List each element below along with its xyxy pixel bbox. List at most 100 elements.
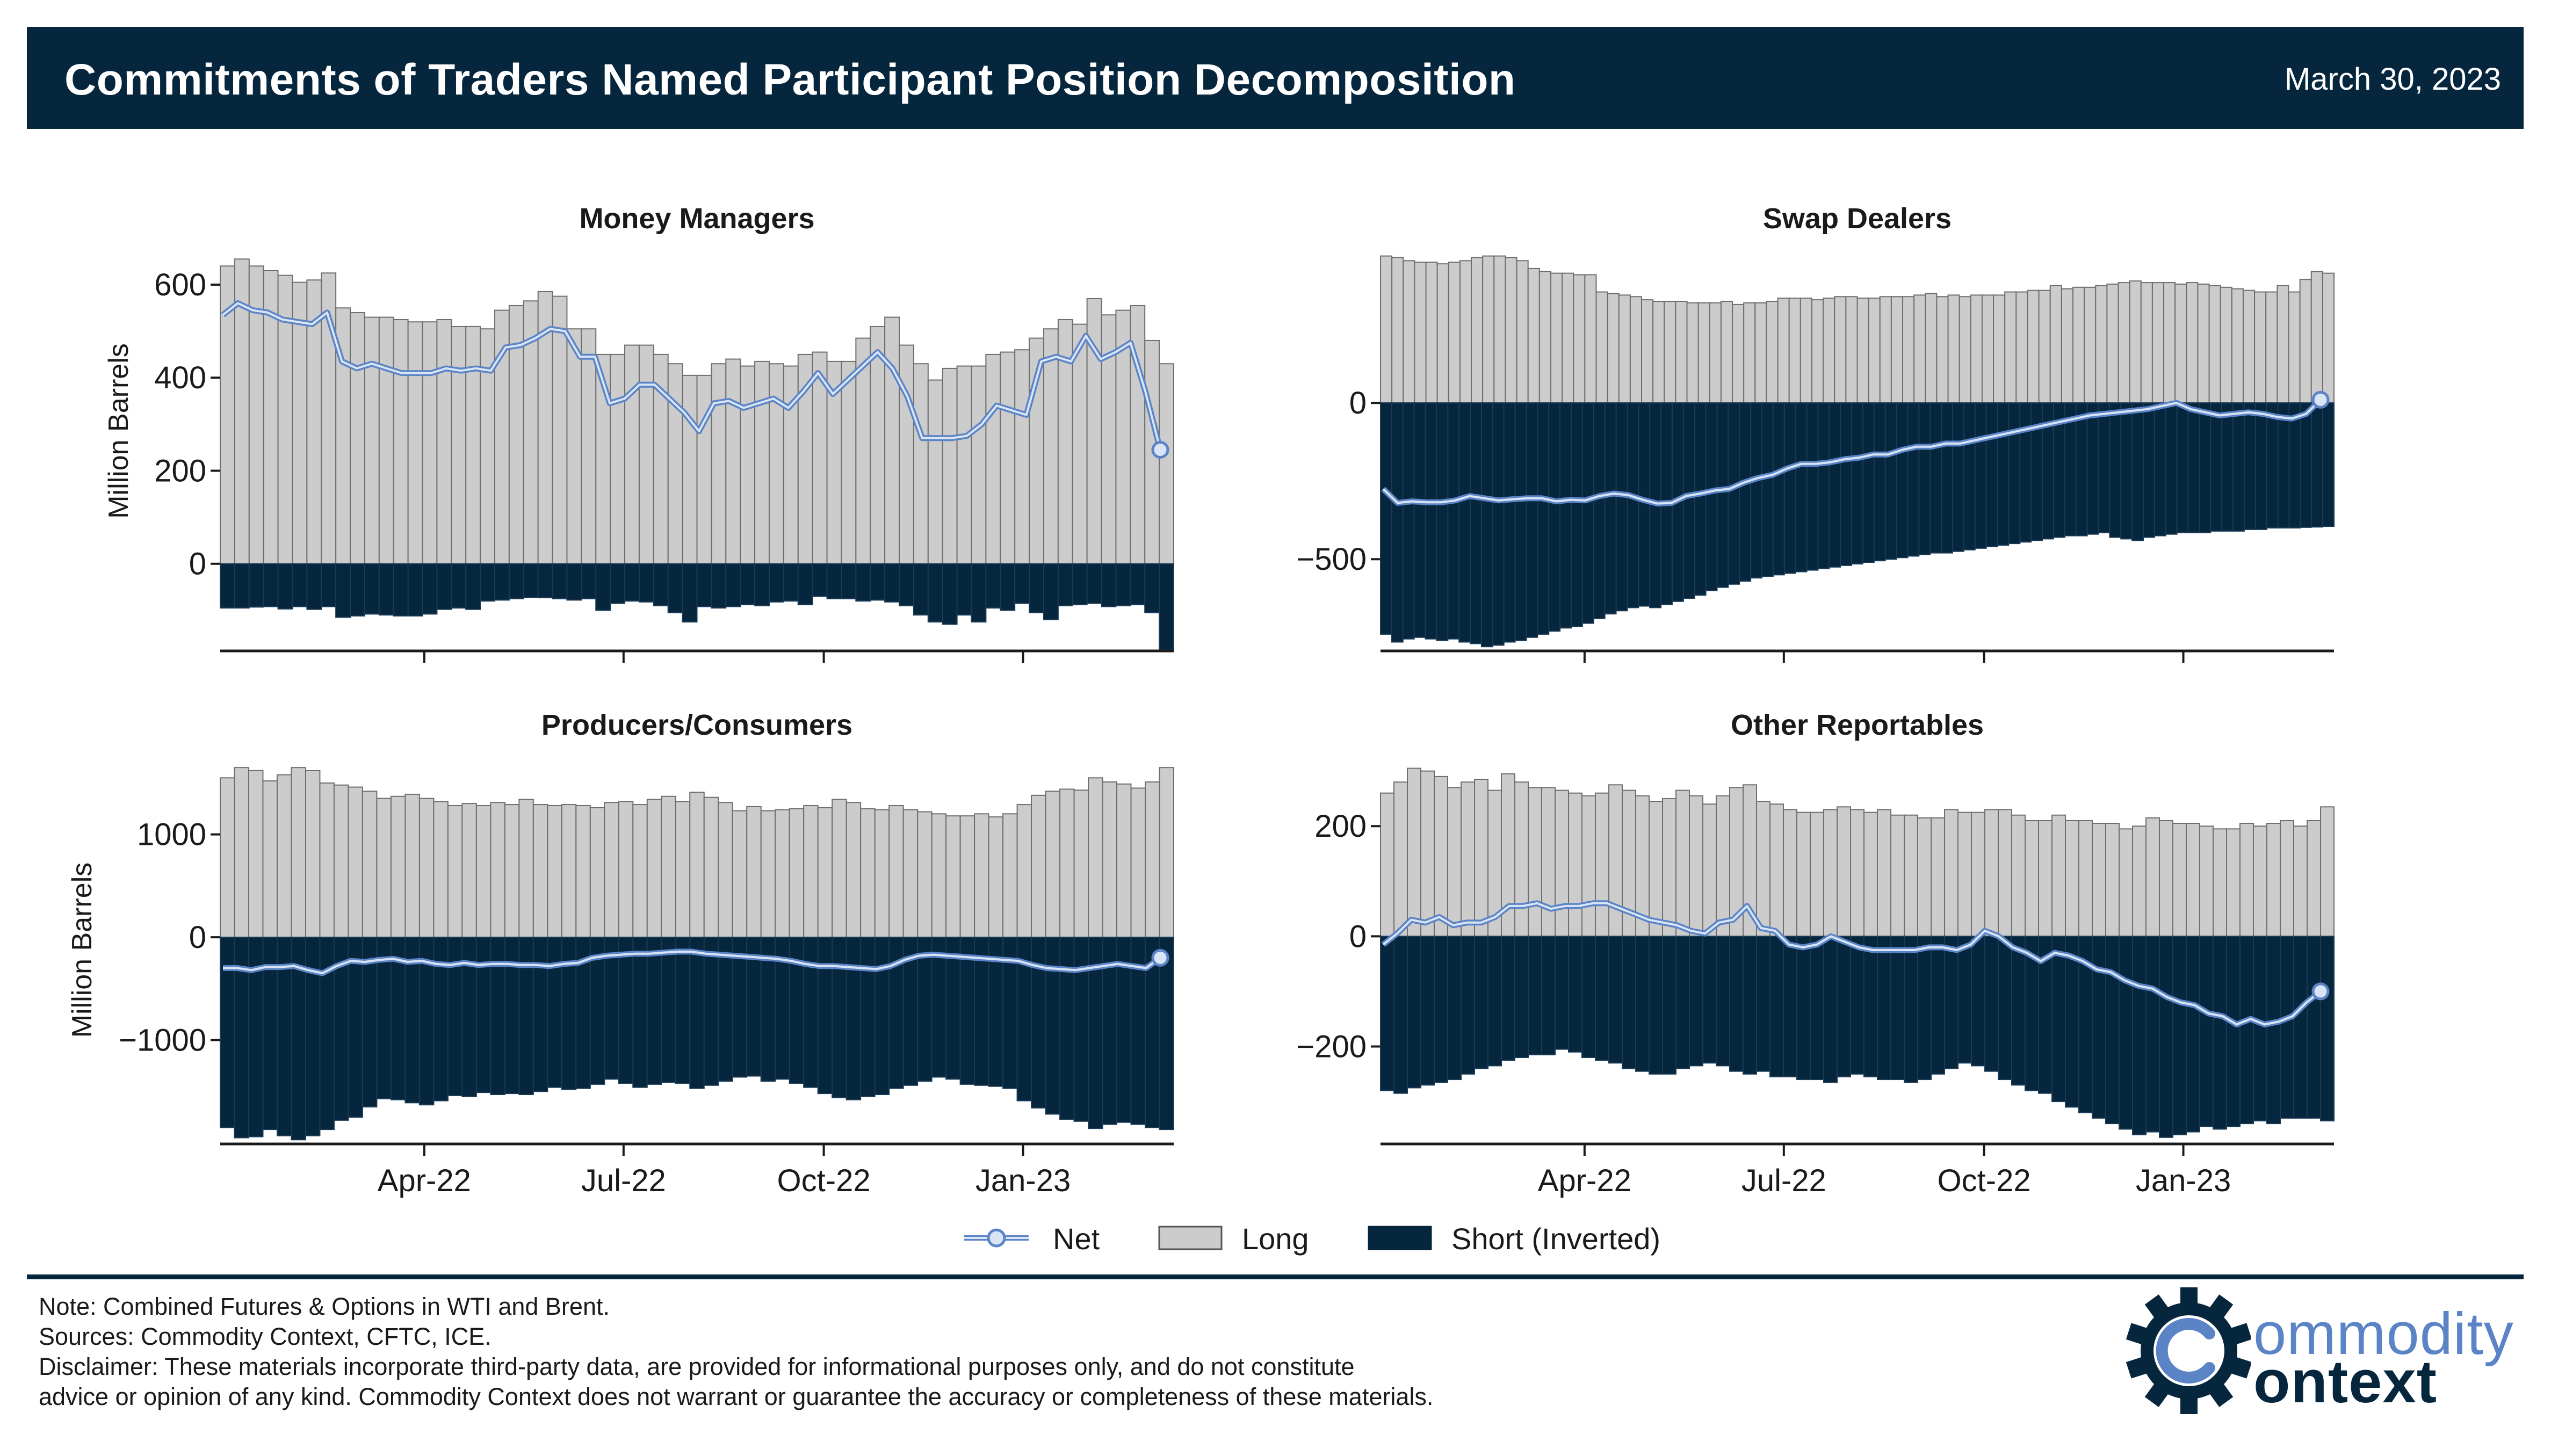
net-last-point xyxy=(2311,390,2330,409)
long-bar xyxy=(532,804,548,938)
long-bar xyxy=(860,808,876,938)
short-bar xyxy=(547,937,562,1088)
short-bar xyxy=(1101,563,1117,607)
short-bar xyxy=(348,937,363,1118)
long-bar xyxy=(985,353,1001,564)
long-bar xyxy=(740,365,756,564)
short-bar xyxy=(1728,402,1740,585)
short-bar xyxy=(2266,402,2279,529)
long-bar xyxy=(841,360,857,564)
long-bar xyxy=(2025,820,2039,937)
short-bar xyxy=(595,563,611,611)
long-bar xyxy=(2307,820,2321,937)
long-bar xyxy=(2280,820,2294,937)
short-bar xyxy=(1086,563,1102,604)
long-bar xyxy=(959,815,975,938)
long-bar xyxy=(927,379,943,564)
long-bar xyxy=(1403,260,1415,404)
long-bar xyxy=(1459,260,1472,404)
net-line-highlight xyxy=(1382,902,2322,1026)
net-last-point xyxy=(2311,982,2330,1001)
long-bar xyxy=(888,805,904,938)
long-bar xyxy=(1662,798,1676,937)
long-bar xyxy=(1756,801,1770,937)
short-bar xyxy=(1918,402,1931,555)
long-bar xyxy=(803,805,819,938)
header-banner: Commitments of Traders Named Participant… xyxy=(27,27,2524,129)
long-bar xyxy=(1380,792,1394,937)
long-bar xyxy=(1516,260,1529,404)
short-bar xyxy=(2307,936,2321,1119)
short-bar xyxy=(480,563,495,602)
short-bar xyxy=(1072,563,1088,605)
short-bar xyxy=(1487,936,1502,1067)
long-bar xyxy=(1550,272,1563,404)
y-tick-label: 400 xyxy=(154,360,206,395)
short-bar xyxy=(1952,402,1964,552)
short-bar xyxy=(2243,402,2256,530)
long-bar xyxy=(220,265,235,564)
short-bar xyxy=(2172,936,2187,1135)
short-bar-swatch-icon xyxy=(1368,1226,1432,1250)
short-bar xyxy=(2008,402,2021,545)
long-bar xyxy=(1595,291,1608,404)
short-bar xyxy=(1608,936,1623,1064)
long-bar xyxy=(1555,789,1569,937)
long-bar xyxy=(561,804,577,938)
short-bar xyxy=(675,937,691,1084)
chart-other-reportables: Other Reportables −200 0 200 Apr-22 Jul-22 Oct… xyxy=(1296,709,2335,1198)
short-bar xyxy=(1581,402,1594,624)
long-bar xyxy=(2186,823,2200,937)
long-bar xyxy=(2095,285,2108,404)
short-bar xyxy=(1682,402,1695,599)
long-bar xyxy=(2299,279,2312,404)
short-bar xyxy=(1984,936,1999,1072)
long-bar xyxy=(319,782,335,938)
long-bar xyxy=(2199,825,2214,937)
long-bar xyxy=(1493,255,1506,404)
short-bar xyxy=(841,563,857,599)
short-bar xyxy=(884,563,900,603)
long-bar xyxy=(1796,812,1811,937)
short-bar xyxy=(220,563,235,609)
long-bar xyxy=(661,795,676,938)
long-bar xyxy=(1716,795,1730,937)
short-bar xyxy=(1159,937,1175,1131)
long-bar xyxy=(2310,271,2323,404)
long-bar xyxy=(1072,323,1088,564)
short-bar xyxy=(1997,402,2010,546)
long-bar xyxy=(581,328,597,564)
short-bar xyxy=(321,563,337,607)
long-bar xyxy=(2140,282,2153,404)
short-bar xyxy=(407,563,423,617)
short-bar xyxy=(537,563,553,598)
short-bar xyxy=(1863,936,1878,1077)
short-bar xyxy=(451,563,467,609)
short-bar xyxy=(292,563,308,607)
short-bar xyxy=(1840,402,1853,566)
long-bar xyxy=(1675,301,1688,404)
long-bar xyxy=(2145,817,2160,937)
short-bar xyxy=(1559,402,1572,629)
footer-divider xyxy=(27,1274,2524,1279)
long-bar xyxy=(1863,812,1878,937)
long-bar xyxy=(675,801,691,938)
short-bar xyxy=(1810,936,1824,1081)
long-bar xyxy=(1856,298,1869,404)
short-bar xyxy=(2288,402,2301,529)
short-bar xyxy=(378,563,394,616)
short-bar xyxy=(1873,402,1886,562)
long-bar xyxy=(461,803,477,938)
short-bar xyxy=(248,563,264,608)
short-bar xyxy=(927,563,943,623)
short-bar xyxy=(942,563,958,625)
short-bar xyxy=(1537,402,1550,635)
short-bar xyxy=(276,937,292,1136)
chart-producers-consumers: Producers/Consumers −1000 0 1000 Million Bar… xyxy=(67,709,1175,1198)
short-bar xyxy=(2176,402,2189,533)
short-bar xyxy=(1548,402,1561,632)
long-bar xyxy=(1837,806,1851,937)
long-bar xyxy=(1947,294,1960,404)
long-bar xyxy=(789,808,805,938)
long-bar xyxy=(1931,817,1945,937)
